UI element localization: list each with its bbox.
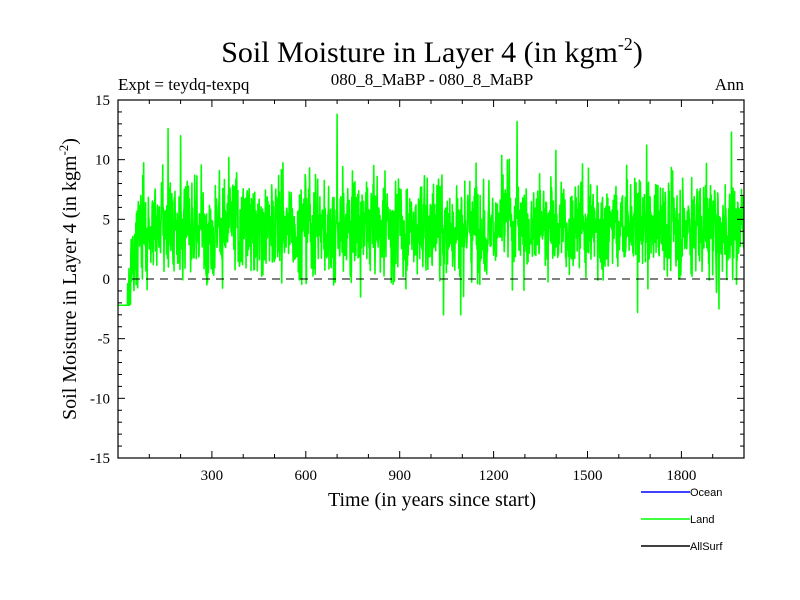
series-layer <box>118 113 744 316</box>
y-axis-label: Soil Moisture in Layer 4 (in kgm-2) <box>56 138 81 420</box>
y-tick-label: 5 <box>103 212 111 228</box>
x-tick-label: 300 <box>201 468 224 484</box>
y-tick-label: -10 <box>90 391 110 407</box>
x-tick-label: 900 <box>388 468 411 484</box>
x-axis-label: Time (in years since start) <box>328 489 536 511</box>
y-tick-label: 15 <box>95 93 110 109</box>
y-tick-label: -5 <box>98 332 111 348</box>
y-axis-label-sup: -2 <box>56 145 71 156</box>
x-tick-label: 1800 <box>666 468 696 484</box>
y-tick-label: 10 <box>95 153 110 169</box>
y-axis-label-close: ) <box>59 138 81 145</box>
chart-title-close: ) <box>633 36 643 69</box>
series-line-land <box>118 113 744 316</box>
subtitle-season: Ann <box>715 75 745 94</box>
plot-area: -15 -10 -5 0 5 10 15 300 600 900 1200 1500 1800 <box>90 93 745 484</box>
y-tick-label: -15 <box>90 451 110 467</box>
legend-label-allsurf: AllSurf <box>690 541 723 553</box>
x-tick-label: 1500 <box>573 468 603 484</box>
legend: Ocean Land AllSurf <box>641 487 723 553</box>
chart-title-sup: -2 <box>618 34 633 54</box>
chart-title: Soil Moisture in Layer 4 (in kgm-2) <box>221 34 643 69</box>
subtitle-expt: Expt = teydq-texpq <box>118 75 250 94</box>
chart-title-main: Soil Moisture in Layer 4 (in kgm <box>221 36 618 69</box>
legend-label-land: Land <box>690 514 714 526</box>
x-axis-ticks: 300 600 900 1200 1500 1800 <box>148 100 714 484</box>
y-axis-label-main: Soil Moisture in Layer 4 (in kgm <box>59 155 81 420</box>
x-tick-label: 600 <box>295 468 318 484</box>
y-axis-ticks: -15 -10 -5 0 5 10 15 <box>90 93 744 467</box>
x-tick-label: 1200 <box>479 468 509 484</box>
y-tick-label: 0 <box>103 272 111 288</box>
legend-label-ocean: Ocean <box>690 487 722 499</box>
subtitle-period: 080_8_MaBP - 080_8_MaBP <box>331 70 533 89</box>
